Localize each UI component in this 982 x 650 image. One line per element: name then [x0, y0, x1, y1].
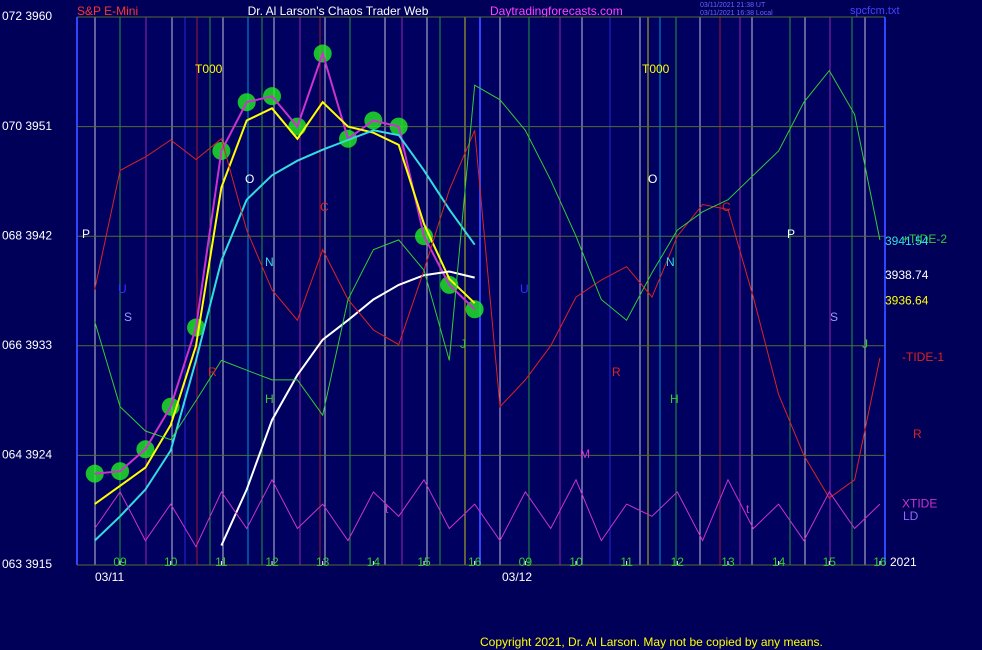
- price-label: 3941.54: [885, 234, 929, 248]
- cycle-letter: T000: [195, 62, 223, 76]
- copyright: Copyright 2021, Dr. Al Larson. May not b…: [480, 635, 823, 649]
- cycle-letter: P: [82, 227, 90, 241]
- symbol: S&P E-Mini: [77, 4, 138, 18]
- price-label: 3938.74: [885, 268, 929, 282]
- side-label: LD: [903, 509, 919, 523]
- date-label: 03/11: [95, 570, 124, 584]
- x-tick-label: 14: [367, 555, 381, 569]
- date-label: 03/12: [502, 570, 532, 584]
- series-label: -TIDE-1: [902, 350, 944, 364]
- cycle-letter: T000: [642, 62, 670, 76]
- series-label: XTIDE: [902, 496, 937, 510]
- y-tick-label: 070 3951: [2, 119, 52, 133]
- x-tick-label: 11: [215, 555, 228, 569]
- chart-title: Dr. Al Larson's Chaos Trader Web: [248, 4, 429, 18]
- cycle-letter: O: [648, 172, 657, 186]
- x-tick-label: 16: [873, 555, 887, 569]
- x-tick-label: 09: [519, 555, 533, 569]
- cycle-letter: N: [265, 255, 274, 269]
- year-label: 2021: [890, 555, 917, 569]
- cycle-letter: U: [520, 282, 529, 296]
- cycle-letter: J: [460, 337, 466, 351]
- timestamp: 03/11/2021 21:38 UT: [700, 2, 766, 9]
- cycle-letter: t: [385, 502, 389, 516]
- cycle-letter: S: [830, 310, 838, 324]
- y-tick-label: 068 3942: [2, 228, 52, 242]
- x-tick-label: 14: [772, 555, 786, 569]
- x-tick-label: 12: [265, 555, 279, 569]
- x-tick-label: 12: [671, 555, 685, 569]
- x-tick-label: 15: [823, 555, 837, 569]
- x-tick-label: 10: [164, 555, 178, 569]
- x-tick-label: 11: [620, 555, 633, 569]
- series-line: [94, 69, 881, 441]
- x-tick-label: 13: [721, 555, 735, 569]
- y-tick-label: 063 3915: [2, 557, 52, 571]
- x-tick-label: 10: [569, 555, 583, 569]
- cycle-letter: C: [722, 200, 731, 214]
- cycle-letter: M: [580, 447, 590, 461]
- y-tick-label: 072 3960: [2, 9, 52, 23]
- file-name: spcfcm.txt: [850, 5, 900, 17]
- site: Daytradingforecasts.com: [490, 4, 623, 18]
- series-line: [94, 100, 476, 505]
- x-tick-label: 15: [417, 555, 431, 569]
- series-line: [220, 270, 475, 546]
- cycle-letter: R: [208, 365, 217, 379]
- cycle-letter: O: [245, 172, 254, 186]
- cycle-letter: J: [862, 337, 868, 351]
- y-tick-label: 064 3924: [2, 448, 52, 462]
- series-line: [94, 130, 881, 499]
- cycle-letter: t: [746, 502, 750, 516]
- y-tick-label: 066 3933: [2, 338, 52, 352]
- series-label: +TIDE-2: [902, 232, 947, 246]
- cycle-letter: P: [787, 227, 795, 241]
- cycle-letter: H: [670, 392, 679, 406]
- cycle-letter: U: [118, 282, 127, 296]
- cycle-letter: S: [124, 310, 132, 324]
- x-tick-label: 13: [316, 555, 330, 569]
- cycle-letter: C: [320, 200, 329, 214]
- cycle-letter: N: [666, 255, 675, 269]
- timestamp: 03/11/2021 16:38 Local: [700, 10, 773, 17]
- price-label: 3936.64: [885, 294, 929, 308]
- series-line: [94, 478, 881, 548]
- cycle-letter: R: [612, 365, 621, 379]
- side-label: R: [913, 427, 922, 441]
- x-tick-label: 16: [468, 555, 482, 569]
- x-tick-label: 09: [113, 555, 127, 569]
- series-line: [94, 129, 476, 542]
- cycle-letter: H: [265, 392, 274, 406]
